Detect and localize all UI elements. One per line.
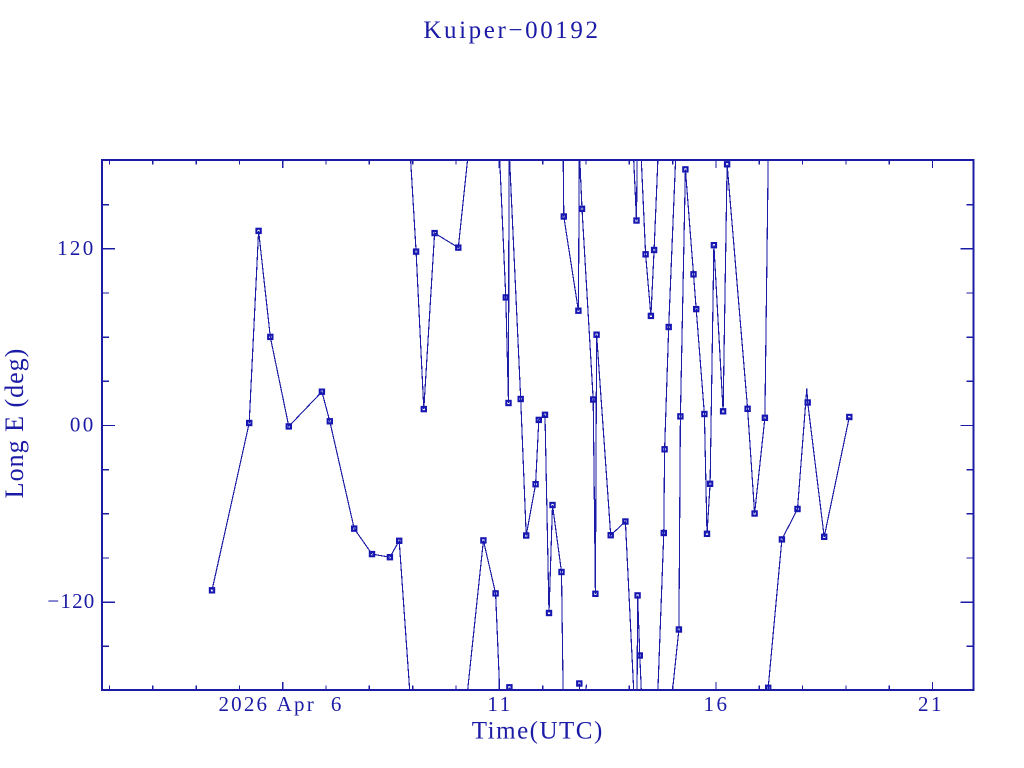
svg-text:2026 Apr 6: 2026 Apr 6 [218,692,343,716]
svg-text:00: 00 [70,413,96,437]
svg-text:Time(UTC): Time(UTC) [472,718,604,745]
svg-text:21: 21 [918,692,944,716]
svg-text:Kuiper−00192: Kuiper−00192 [423,17,600,44]
svg-text:11: 11 [487,692,512,716]
svg-text:Long E (deg): Long E (deg) [0,348,29,499]
svg-text:120: 120 [57,236,95,260]
svg-text:−120: −120 [47,589,95,613]
svg-text:16: 16 [704,692,730,716]
